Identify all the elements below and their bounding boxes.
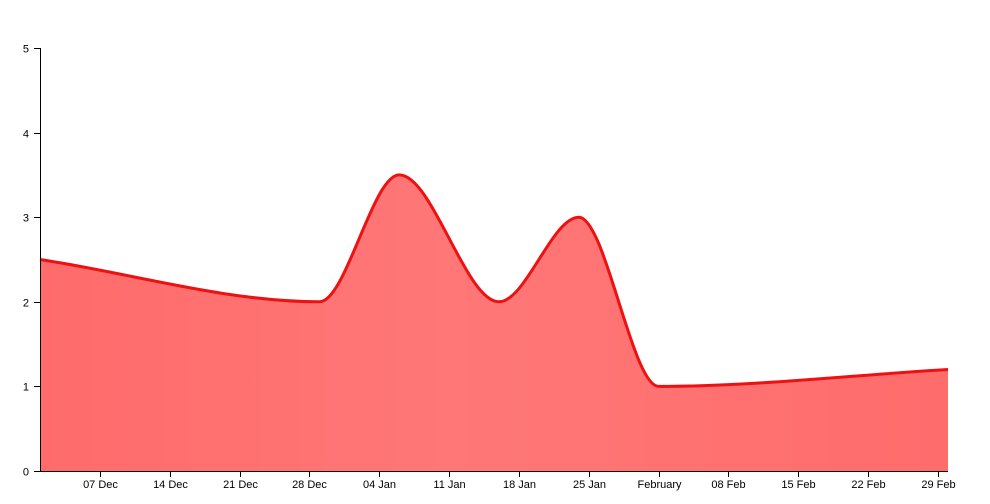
x-tick-label: 29 Feb	[921, 479, 955, 491]
x-tick-label: 07 Dec	[83, 479, 118, 491]
y-tick-label: 2	[23, 298, 29, 310]
y-tick-label: 4	[23, 129, 29, 141]
x-axis: 07 Dec 14 Dec 21 Dec 28 Dec 04 Jan 11 Jan 18 J…	[40, 471, 956, 491]
plot-area	[39, 173, 949, 471]
x-tick-label: 25 Jan	[573, 479, 606, 491]
y-tick-label: 3	[23, 213, 29, 225]
x-tick-label: 22 Feb	[851, 479, 885, 491]
x-tick-label: 14 Dec	[153, 479, 188, 491]
y-tick-label: 0	[23, 467, 29, 479]
x-tick-label: 11 Jan	[433, 479, 465, 491]
y-tick-label: 1	[23, 382, 29, 394]
x-tick-label: 04 Jan	[363, 479, 396, 491]
x-tick-label: 15 Feb	[781, 479, 815, 491]
x-tick-label: 08 Feb	[711, 479, 745, 491]
x-tick-label: February	[637, 479, 682, 491]
y-tick-label: 5	[23, 44, 29, 56]
series-area-fill	[40, 174, 948, 471]
x-tick-label: 18 Jan	[503, 479, 536, 491]
x-tick-label: 28 Dec	[292, 479, 327, 491]
x-tick-label: 21 Dec	[223, 479, 258, 491]
series-line	[39, 173, 949, 388]
y-axis: 0 1 2 3 4 5	[23, 44, 41, 479]
